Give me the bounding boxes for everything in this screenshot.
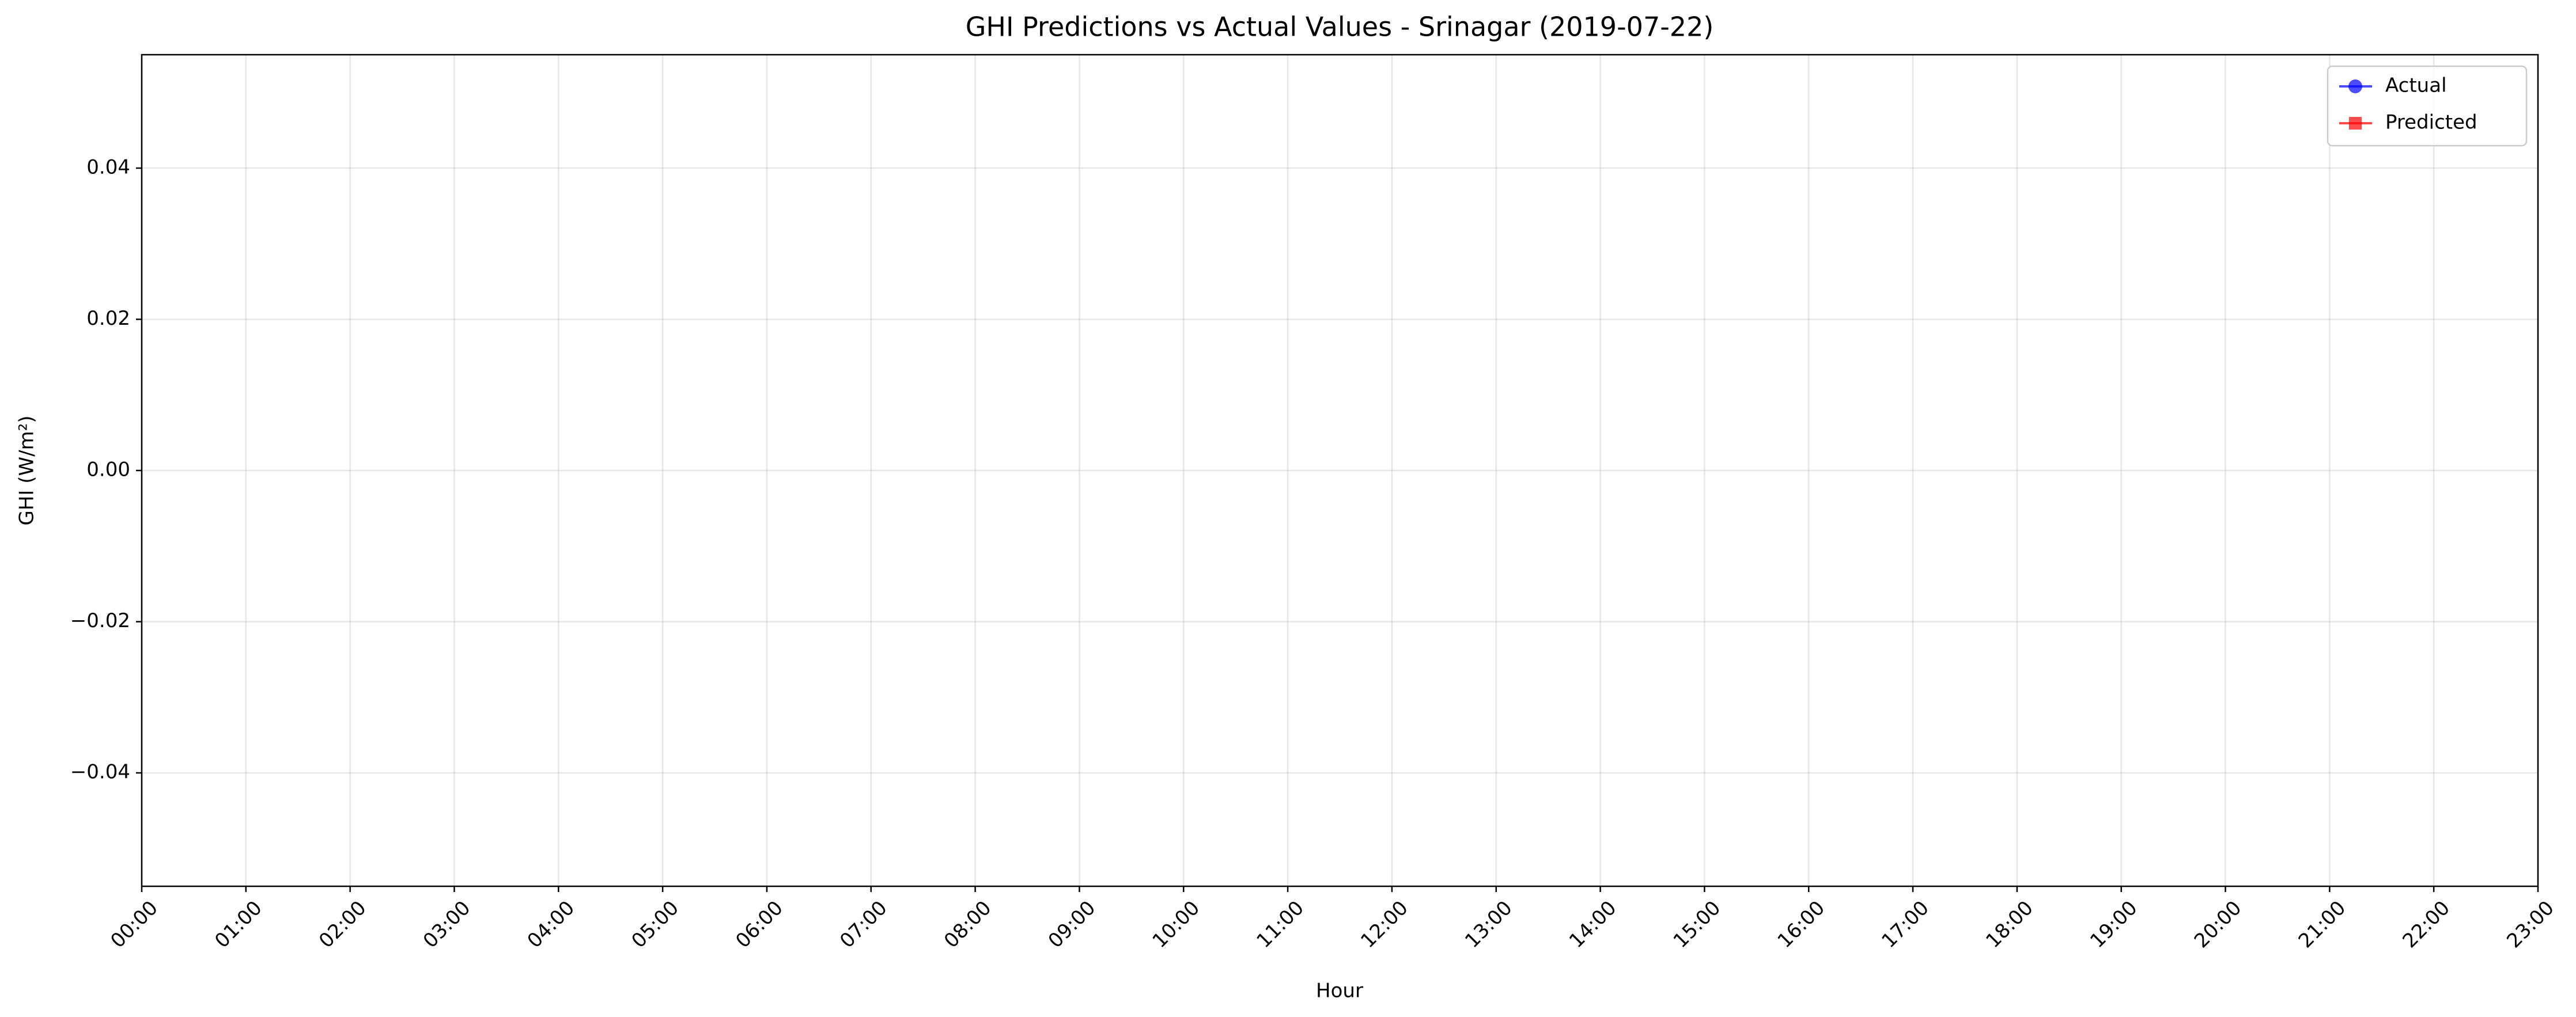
x-tick-label: 23:00: [2502, 897, 2559, 953]
x-tick-label: 11:00: [1252, 897, 1308, 953]
x-tick-label: 15:00: [1669, 897, 1726, 953]
y-tick-label: 0.00: [86, 458, 130, 481]
legend-box: [2327, 65, 2528, 147]
x-tick-label: 14:00: [1565, 897, 1621, 953]
y-tick-label: 0.04: [86, 155, 130, 179]
legend-label: Predicted: [2385, 111, 2477, 134]
y-tick-label: −0.02: [70, 609, 130, 632]
x-tick-label: 04:00: [523, 897, 580, 953]
legend-label: Actual: [2385, 74, 2447, 97]
x-tick-label: 09:00: [1044, 897, 1100, 953]
x-tick-label: 19:00: [2086, 897, 2142, 953]
y-tick-label: −0.04: [70, 761, 130, 784]
x-tick-label: 21:00: [2294, 897, 2351, 953]
x-tick-label: 05:00: [627, 897, 683, 953]
x-axis-label: Hour: [1316, 980, 1363, 1003]
x-tick-label: 10:00: [1148, 897, 1205, 953]
x-tick-label: 12:00: [1356, 897, 1413, 953]
x-tick-label: 16:00: [1773, 897, 1830, 953]
x-tick-label: 18:00: [1981, 897, 2038, 953]
x-tick-label: 17:00: [1877, 897, 1934, 953]
x-tick-label: 07:00: [835, 897, 892, 953]
x-tick-label: 00:00: [106, 897, 162, 953]
legend-marker: [2349, 117, 2362, 130]
legend-marker: [2348, 79, 2362, 93]
x-tick-label: 22:00: [2399, 897, 2455, 953]
x-tick-label: 20:00: [2190, 897, 2246, 953]
x-tick-label: 02:00: [315, 897, 371, 953]
x-tick-label: 13:00: [1461, 897, 1517, 953]
legend: Actual Predicted: [2327, 65, 2528, 147]
x-tick-label: 01:00: [210, 897, 267, 953]
y-tick-label: 0.02: [86, 307, 130, 330]
plot-frame: [141, 54, 2539, 887]
chart-title: GHI Predictions vs Actual Values - Srina…: [966, 12, 1714, 43]
x-tick-label: 03:00: [419, 897, 475, 953]
y-axis-label: GHI (W/m²): [16, 415, 39, 525]
x-tick-label: 06:00: [731, 897, 788, 953]
x-tick-label: 08:00: [940, 897, 996, 953]
